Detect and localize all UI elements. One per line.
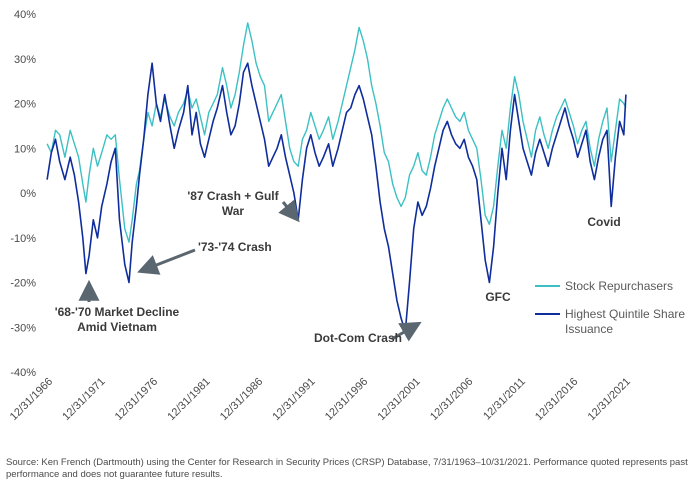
legend-label: Stock Repurchasers	[565, 279, 673, 293]
series-line-stock-repurchasers	[46, 22, 627, 243]
legend: Stock Repurchasers Highest Quintile Share…	[535, 279, 685, 336]
y-tick-label: 0%	[20, 188, 36, 200]
annotation-a2: '73-'74 Crash	[198, 240, 272, 254]
annotation-a5: GFC	[485, 290, 511, 304]
x-tick-label: 12/31/1981	[165, 376, 212, 423]
x-tick-label: 12/31/1996	[323, 376, 370, 423]
annotation-line: '68-'70 Market Decline	[55, 305, 180, 319]
annotation-line: War	[222, 204, 245, 218]
annotation-a4: Dot-Com Crash	[314, 331, 402, 345]
series-layer	[46, 22, 627, 333]
annotation-a3: '87 Crash + Gulf War	[187, 189, 279, 218]
arrow-dot-com	[391, 321, 422, 342]
y-tick-label: 40%	[14, 9, 36, 21]
x-tick-label: 12/31/1976	[113, 376, 160, 423]
legend-label-line: Issuance	[565, 322, 613, 336]
legend-label-line: Stock Repurchasers	[565, 279, 673, 293]
x-tick-label: 12/31/1991	[270, 376, 317, 423]
annotation-line: Covid	[587, 215, 620, 229]
x-tick-label: 12/31/2011	[481, 376, 528, 423]
y-axis: 40% 30% 20% 10% 0% -10% -20% -30% -40%	[10, 9, 36, 379]
annotation-line: '73-'74 Crash	[198, 240, 272, 254]
chart: 40% 30% 20% 10% 0% -10% -20% -30% -40% 12/31/196…	[8, 9, 686, 423]
source-footnote: Source: Ken French (Dartmouth) using the…	[6, 457, 688, 480]
x-tick-label: 12/31/1986	[218, 376, 265, 423]
annotation-arrows	[78, 199, 422, 342]
annotation-line: '87 Crash + Gulf	[187, 189, 279, 203]
annotation-a1: '68-'70 Market Decline Amid Vietnam	[55, 305, 180, 334]
y-tick-label: -30%	[10, 322, 36, 334]
x-tick-label: 12/31/1966	[8, 376, 55, 423]
y-tick-label: -10%	[10, 233, 36, 245]
x-tick-label: 12/31/2006	[428, 376, 475, 423]
arrow-73-74	[137, 248, 196, 275]
x-tick-label: 12/31/2016	[533, 376, 580, 423]
y-tick-label: 10%	[14, 143, 36, 155]
y-tick-label: 20%	[14, 99, 36, 111]
annotation-line: Amid Vietnam	[77, 320, 157, 334]
x-tick-label: 12/31/2021	[586, 376, 633, 423]
series-line-highest-quintile-issuance	[46, 62, 627, 333]
y-tick-label: -40%	[10, 367, 36, 379]
legend-label: Highest Quintile Share Issuance	[565, 307, 685, 336]
y-tick-label: -20%	[10, 278, 36, 290]
arrow-87-crash	[278, 199, 300, 223]
y-tick-label: 30%	[14, 54, 36, 66]
x-tick-label: 12/31/2001	[375, 376, 422, 423]
x-axis: 12/31/1966 12/31/1971 12/31/1976 12/31/1981…	[8, 376, 633, 423]
annotation-line: GFC	[485, 290, 511, 304]
annotation-a6: Covid	[587, 215, 620, 229]
x-tick-label: 12/31/1971	[60, 376, 107, 423]
annotations: '68-'70 Market Decline Amid Vietnam '73-'7…	[55, 189, 621, 345]
legend-label-line: Highest Quintile Share	[565, 307, 685, 321]
annotation-line: Dot-Com Crash	[314, 331, 402, 345]
